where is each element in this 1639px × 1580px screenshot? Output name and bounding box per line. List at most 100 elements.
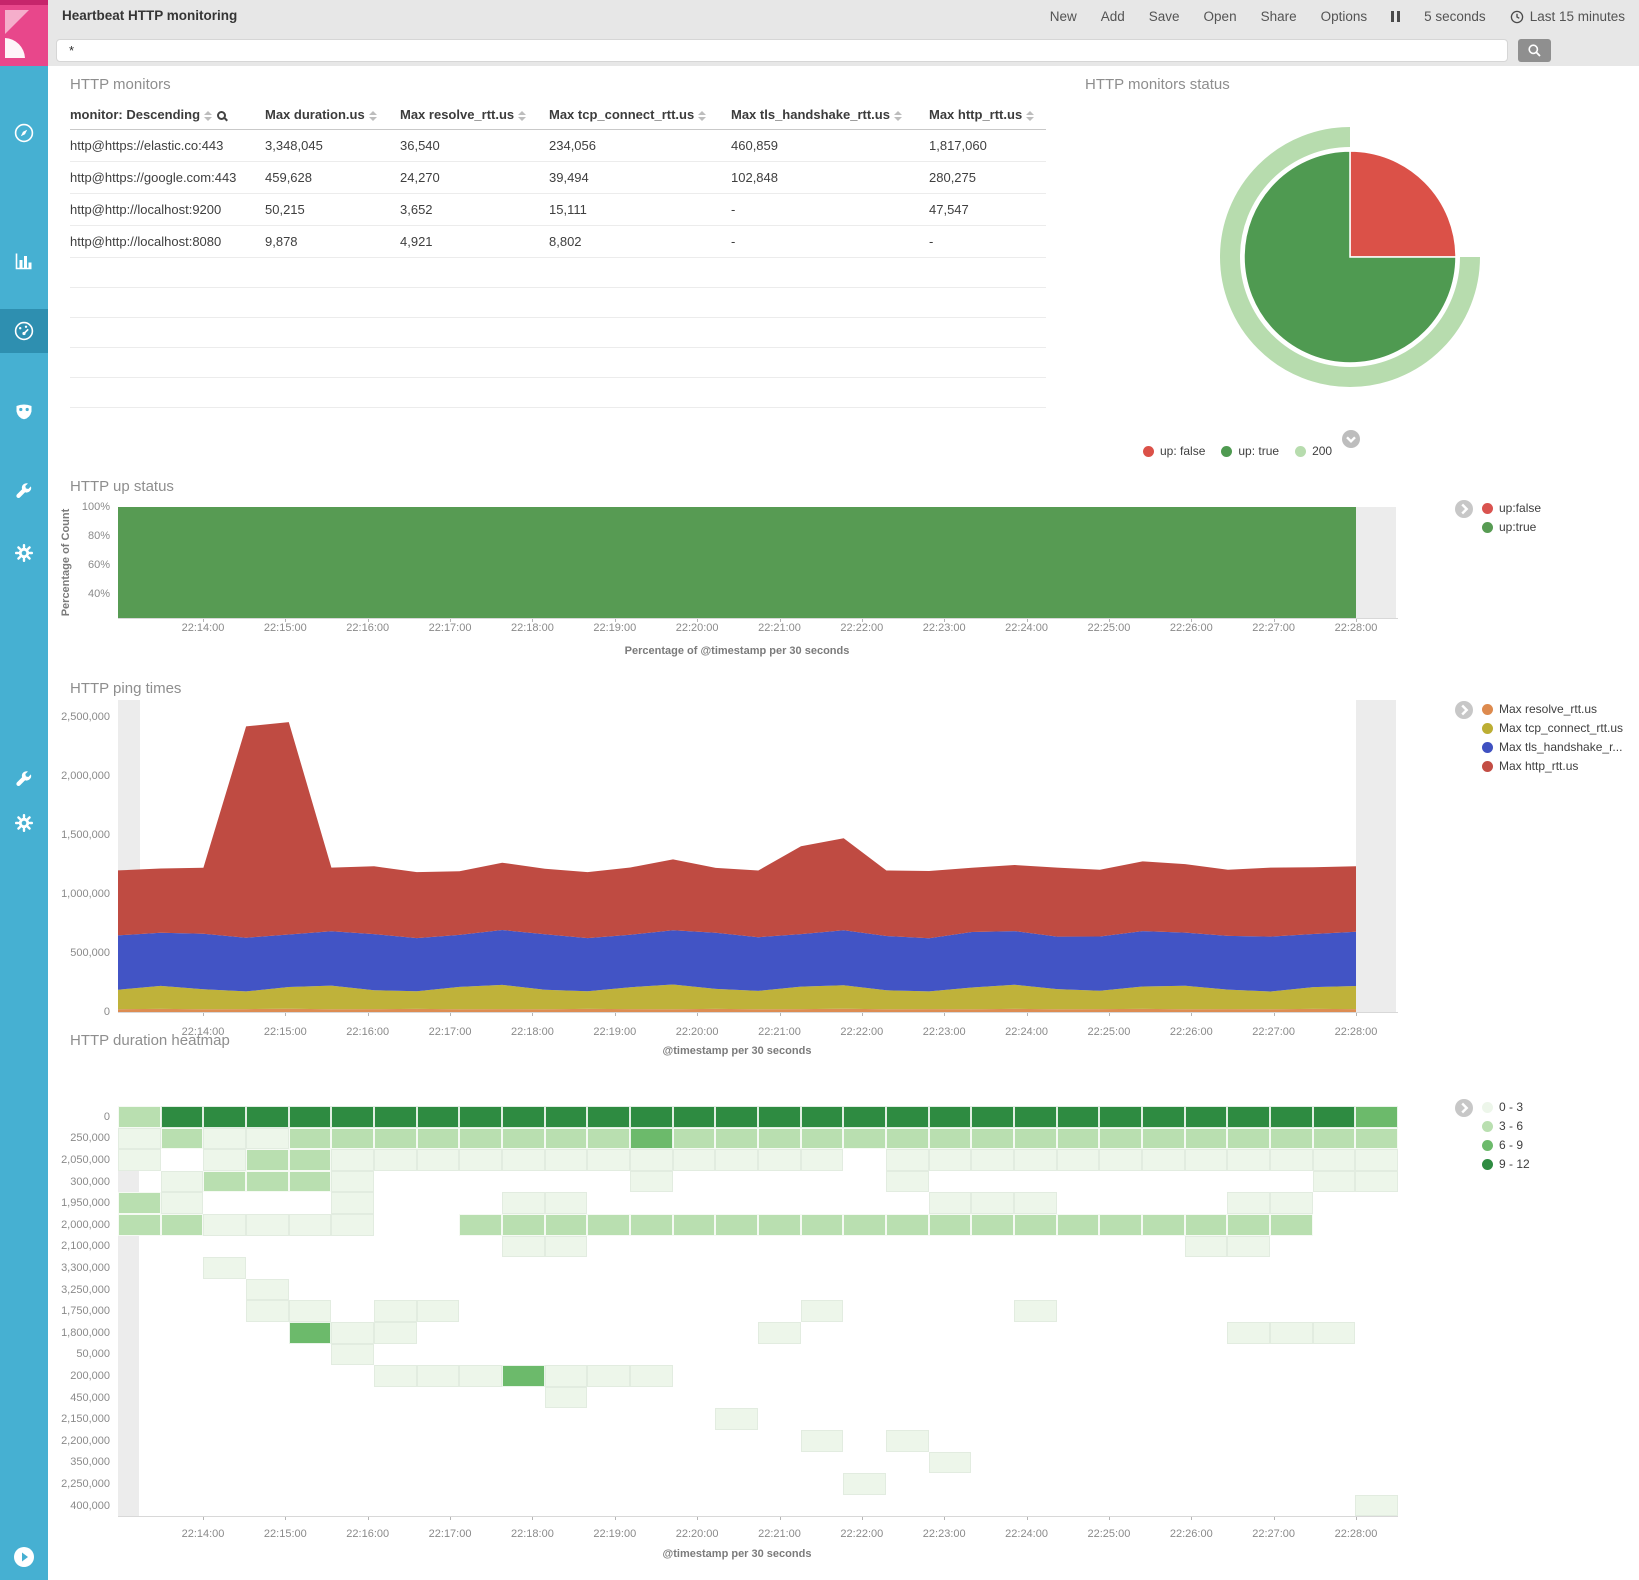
heatmap-row-label: 200,000 xyxy=(70,1370,110,1382)
legend-item-max-http-rtt-us[interactable]: Max http_rtt.us xyxy=(1482,759,1623,774)
table-cell: 50,215 xyxy=(265,193,400,226)
sort-icon[interactable] xyxy=(698,110,707,121)
sidebar-item-timelion[interactable] xyxy=(0,389,48,433)
heatmap-cell xyxy=(800,1300,844,1322)
heatmap-cell xyxy=(416,1300,460,1322)
sidebar-item-visualize[interactable] xyxy=(0,239,48,283)
heatmap-cell xyxy=(1142,1214,1185,1236)
heatmap-cell xyxy=(1270,1149,1313,1171)
x-tick-label: 22:16:00 xyxy=(346,1528,390,1540)
legend-dot xyxy=(1482,704,1493,715)
legend-item-3-6[interactable]: 3 - 6 xyxy=(1482,1119,1530,1134)
heatmap-cell xyxy=(502,1106,545,1128)
sort-icon[interactable] xyxy=(893,110,902,121)
heatmap-legend-toggle[interactable] xyxy=(1454,1098,1474,1118)
legend-label: Max tls_handshake_r... xyxy=(1499,740,1623,754)
gauge-icon xyxy=(14,321,34,341)
column-header-4[interactable]: Max tls_handshake_rtt.us xyxy=(731,102,929,130)
menu-item-options[interactable]: Options xyxy=(1320,9,1368,24)
heatmap-cell xyxy=(459,1106,502,1128)
magnifier-icon[interactable] xyxy=(217,111,227,121)
heatmap-cell xyxy=(502,1214,545,1236)
heatmap-cell xyxy=(1014,1149,1057,1171)
heatmap-cell xyxy=(1056,1106,1100,1128)
heatmap-cell xyxy=(758,1149,801,1171)
table-cell: 1,817,060 xyxy=(929,129,1046,162)
legend-item-9-12[interactable]: 9 - 12 xyxy=(1482,1157,1530,1172)
up-legend-toggle[interactable] xyxy=(1454,499,1474,519)
heatmap-cell xyxy=(630,1365,673,1387)
legend-item-200[interactable]: 200 xyxy=(1295,444,1332,459)
table-cell: 459,628 xyxy=(265,161,400,194)
legend-label: Max resolve_rtt.us xyxy=(1499,702,1598,716)
sidebar-collapse-button[interactable] xyxy=(13,1546,35,1568)
pie-slice-up-true[interactable] xyxy=(1243,150,1457,364)
heatmap-cell xyxy=(416,1106,460,1128)
legend-item-0-3[interactable]: 0 - 3 xyxy=(1482,1100,1530,1115)
column-header-5[interactable]: Max http_rtt.us xyxy=(929,102,1046,130)
search-input[interactable] xyxy=(56,39,1508,62)
column-header-1[interactable]: Max duration.us xyxy=(265,102,400,130)
heatmap-cell xyxy=(1099,1127,1142,1150)
heatmap-row-label: 400,000 xyxy=(70,1499,110,1512)
menu-item-add[interactable]: Add xyxy=(1100,9,1125,24)
legend-item-max-tcp-connect-rtt-us[interactable]: Max tcp_connect_rtt.us xyxy=(1482,721,1623,736)
table-row-empty xyxy=(70,287,1046,318)
x-tick-label: 22:22:00 xyxy=(840,622,884,634)
column-header-3[interactable]: Max tcp_connect_rtt.us xyxy=(549,102,731,130)
legend-item-up-false[interactable]: up:false xyxy=(1482,501,1541,516)
menu-item-open[interactable]: Open xyxy=(1203,9,1237,24)
x-tick-label: 22:23:00 xyxy=(922,1026,966,1038)
legend-item-max-tls-handshake-r-[interactable]: Max tls_handshake_r... xyxy=(1482,740,1623,755)
sidebar-item-dev-tools[interactable] xyxy=(0,469,48,513)
heatmap-cell xyxy=(715,1408,758,1430)
search-icon xyxy=(1528,44,1541,57)
panel-title-http-monitors-status: HTTP monitors status xyxy=(1085,76,1230,93)
sidebar-item-discover[interactable] xyxy=(0,111,48,155)
x-tick-label: 22:24:00 xyxy=(1005,622,1048,634)
sort-icon[interactable] xyxy=(1026,110,1035,121)
legend-item-up-false[interactable]: up: false xyxy=(1143,444,1205,459)
heatmap-cell xyxy=(459,1149,502,1171)
sort-icon[interactable] xyxy=(204,110,213,121)
table-cell: 9,878 xyxy=(265,225,400,258)
legend-item-6-9[interactable]: 6 - 9 xyxy=(1482,1138,1530,1153)
heatmap-cell xyxy=(971,1106,1014,1128)
heatmap-cell xyxy=(1312,1149,1356,1171)
sidebar-item-dashboard[interactable] xyxy=(0,309,48,353)
heatmap-cell xyxy=(246,1278,289,1301)
ping-legend-toggle[interactable] xyxy=(1454,700,1474,720)
refresh-interval-button[interactable]: 5 seconds xyxy=(1424,9,1486,24)
heatmap-cell xyxy=(928,1214,972,1236)
pause-icon[interactable] xyxy=(1391,11,1401,22)
panel-title-http-duration-heatmap: HTTP duration heatmap xyxy=(70,1032,230,1049)
legend-dot xyxy=(1482,1121,1493,1132)
kibana-logo[interactable] xyxy=(0,0,48,66)
column-header-0[interactable]: monitor: Descending xyxy=(70,102,265,130)
menu-item-new[interactable]: New xyxy=(1049,9,1077,24)
table-cell: http@https://google.com:443 xyxy=(70,161,265,194)
heatmap-cell xyxy=(715,1149,758,1171)
heatmap-cell xyxy=(1056,1127,1100,1150)
sidebar-item-management[interactable] xyxy=(0,531,48,575)
legend-item-up-true[interactable]: up:true xyxy=(1482,520,1541,535)
pie-pager-button[interactable] xyxy=(1341,429,1361,449)
column-header-2[interactable]: Max resolve_rtt.us xyxy=(400,102,549,130)
heatmap-cell xyxy=(1099,1214,1142,1236)
heatmap-cell xyxy=(1014,1127,1057,1150)
legend-item-up-true[interactable]: up: true xyxy=(1221,444,1279,459)
sidebar-item-dev-tools-secondary[interactable] xyxy=(0,757,48,801)
time-range-picker[interactable]: Last 15 minutes xyxy=(1510,9,1625,24)
sidebar-item-management-secondary[interactable] xyxy=(0,801,48,845)
menu-item-share[interactable]: Share xyxy=(1260,9,1297,24)
legend-item-max-resolve-rtt-us[interactable]: Max resolve_rtt.us xyxy=(1482,702,1623,717)
ping-times-legend: Max resolve_rtt.us Max tcp_connect_rtt.us… xyxy=(1482,702,1623,774)
sort-icon[interactable] xyxy=(368,110,377,121)
sort-icon[interactable] xyxy=(518,110,527,121)
menu-item-save[interactable]: Save xyxy=(1148,9,1180,24)
pie-slice-up-false[interactable] xyxy=(1349,150,1457,258)
pie-ring-200[interactable] xyxy=(1220,127,1480,387)
search-button[interactable] xyxy=(1518,39,1551,62)
heatmap-cell xyxy=(502,1235,545,1258)
heatmap-cell xyxy=(246,1214,289,1236)
